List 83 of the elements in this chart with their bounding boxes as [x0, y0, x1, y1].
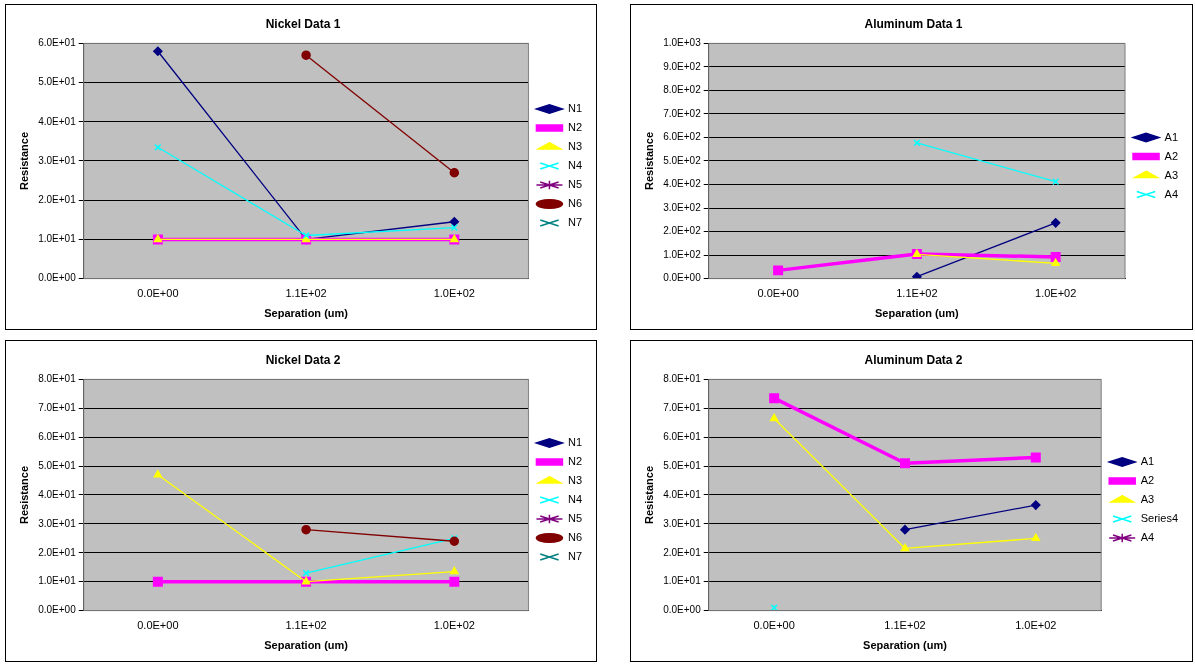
- y-tick-label: 2.0E+02: [663, 225, 702, 237]
- legend-label: N7: [567, 550, 582, 563]
- y-tick-label: 3.0E+01: [663, 517, 702, 529]
- x-axis-title: Separation (um): [264, 639, 349, 652]
- legend-label: N4: [567, 493, 582, 506]
- legend-label: Series4: [1140, 512, 1178, 525]
- y-tick-label: 2.0E+01: [38, 193, 77, 205]
- y-tick-label: 6.0E+02: [663, 131, 702, 143]
- chart-title: Aluminum Data 2: [864, 352, 963, 367]
- legend-label: N6: [567, 197, 582, 210]
- legend-label: N5: [567, 512, 582, 525]
- y-tick-label: 4.0E+01: [38, 115, 77, 127]
- legend-label: N7: [567, 216, 582, 229]
- legend-label: A2: [1140, 474, 1155, 487]
- y-tick-label: 0.0E+00: [663, 604, 702, 616]
- y-tick-label: 3.0E+01: [38, 154, 77, 166]
- y-tick-label: 5.0E+01: [38, 459, 77, 471]
- legend-label: N1: [567, 436, 582, 449]
- legend-label: N2: [567, 455, 582, 468]
- legend-label: N5: [567, 178, 582, 191]
- x-tick-label: 1.0E+02: [1035, 287, 1077, 300]
- y-tick-label: 1.0E+01: [38, 233, 77, 245]
- y-tick-label: 5.0E+01: [38, 76, 77, 88]
- y-tick-label: 1.0E+01: [38, 575, 77, 587]
- x-tick-label: 1.0E+02: [1015, 619, 1057, 632]
- y-axis-title: Resistance: [642, 465, 655, 525]
- y-tick-label: 9.0E+02: [663, 60, 702, 72]
- y-tick-label: 6.0E+01: [38, 37, 77, 49]
- y-tick-label: 6.0E+01: [663, 430, 702, 442]
- x-tick-label: 1.0E+02: [433, 287, 475, 300]
- legend-label: A2: [1164, 149, 1179, 162]
- legend-label: N1: [567, 102, 582, 115]
- legend-label: N4: [567, 159, 582, 172]
- y-tick-label: 0.0E+00: [663, 272, 702, 284]
- x-tick-label: 1.1E+02: [896, 287, 938, 300]
- x-tick-label: 0.0E+00: [137, 619, 179, 632]
- y-tick-label: 1.0E+03: [663, 37, 702, 49]
- x-tick-label: 1.0E+02: [433, 619, 475, 632]
- y-tick-label: 7.0E+01: [38, 402, 77, 414]
- y-tick-label: 5.0E+01: [663, 459, 702, 471]
- y-tick-label: 8.0E+02: [663, 84, 702, 96]
- y-tick-label: 4.0E+01: [663, 488, 702, 500]
- y-tick-label: 2.0E+01: [38, 546, 77, 558]
- legend-label: A4: [1140, 531, 1155, 544]
- y-tick-label: 8.0E+01: [663, 373, 702, 385]
- y-axis-title: Resistance: [17, 465, 30, 525]
- y-tick-label: 4.0E+02: [663, 178, 702, 190]
- y-axis-title: Resistance: [17, 131, 30, 191]
- y-tick-label: 8.0E+01: [38, 373, 77, 385]
- legend-label: N3: [567, 474, 582, 487]
- y-tick-label: 6.0E+01: [38, 430, 77, 442]
- y-tick-label: 4.0E+01: [38, 488, 77, 500]
- legend-label: A1: [1164, 130, 1179, 143]
- x-tick-label: 0.0E+00: [753, 619, 795, 632]
- chart-title: Nickel Data 1: [265, 16, 341, 31]
- legend-label: A3: [1140, 493, 1155, 506]
- y-axis-title: Resistance: [642, 131, 655, 191]
- legend-label: A1: [1140, 455, 1155, 468]
- x-tick-label: 1.1E+02: [285, 287, 327, 300]
- legend-label: N6: [567, 531, 582, 544]
- y-tick-label: 1.0E+02: [663, 248, 702, 260]
- chart-title: Nickel Data 2: [265, 352, 341, 367]
- y-tick-label: 3.0E+02: [663, 201, 702, 213]
- y-tick-label: 1.0E+01: [663, 575, 702, 587]
- x-tick-label: 0.0E+00: [757, 287, 799, 300]
- y-tick-label: 0.0E+00: [38, 604, 77, 616]
- legend-label: A4: [1164, 187, 1179, 200]
- x-tick-label: 0.0E+00: [137, 287, 179, 300]
- y-tick-label: 3.0E+01: [38, 517, 77, 529]
- chart-title: Aluminum Data 1: [864, 16, 963, 31]
- x-axis-title: Separation (um): [264, 307, 349, 320]
- legend-label: N3: [567, 140, 582, 153]
- y-tick-label: 5.0E+02: [663, 154, 702, 166]
- y-tick-label: 0.0E+00: [38, 272, 77, 284]
- x-axis-title: Separation (um): [875, 307, 960, 320]
- y-tick-label: 2.0E+01: [663, 546, 702, 558]
- y-tick-label: 7.0E+02: [663, 107, 702, 119]
- legend-label: N2: [567, 121, 582, 134]
- x-tick-label: 1.1E+02: [884, 619, 926, 632]
- y-tick-label: 7.0E+01: [663, 402, 702, 414]
- legend-label: A3: [1164, 168, 1179, 181]
- x-tick-label: 1.1E+02: [285, 619, 327, 632]
- x-axis-title: Separation (um): [863, 639, 948, 652]
